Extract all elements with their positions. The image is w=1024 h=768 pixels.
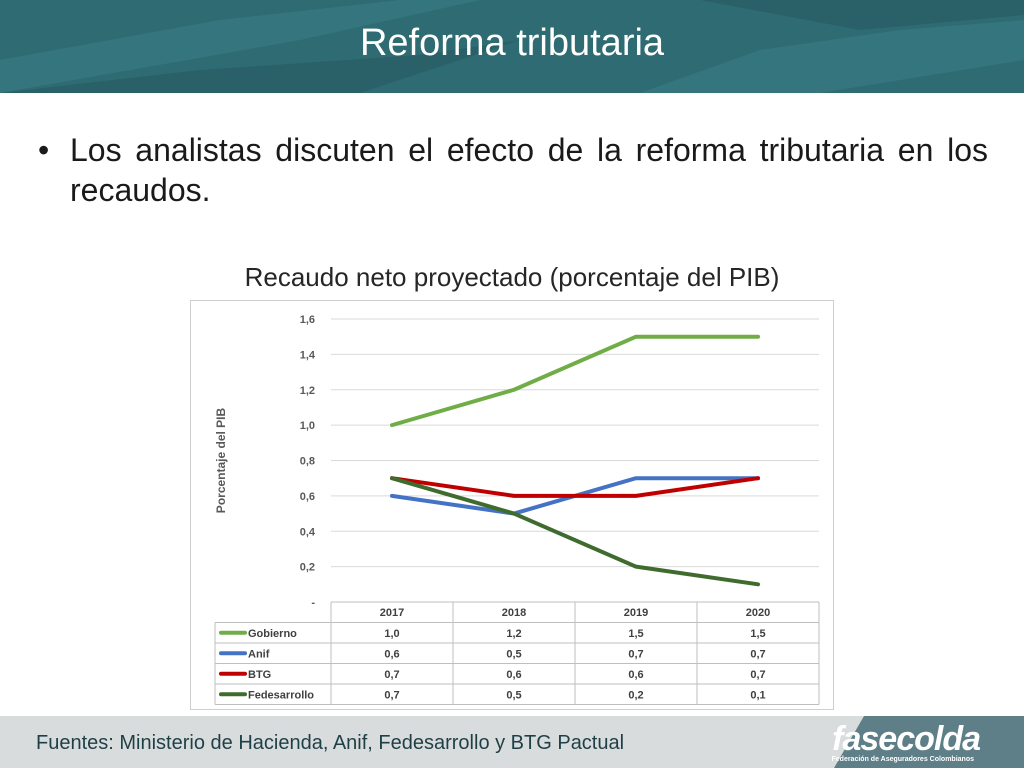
- x-tick-label: 2019: [624, 607, 648, 619]
- logo-shape: [834, 716, 1024, 768]
- y-tick-label: 1,4: [300, 349, 316, 361]
- logo-name: fasecolda: [832, 720, 981, 758]
- y-tick-label: 0,8: [300, 456, 315, 468]
- y-tick-label: 1,6: [300, 314, 315, 326]
- data-label: 0,5: [506, 648, 521, 660]
- logo-subtitle: Federación de Aseguradores Colombianos: [831, 756, 975, 763]
- fasecolda-logo: fasecolda Federación de Aseguradores Col…: [794, 716, 1024, 768]
- data-label: 0,5: [506, 689, 521, 701]
- x-tick-label: 2017: [380, 607, 404, 619]
- x-tick-label: 2020: [746, 607, 770, 619]
- header-decoration: [0, 0, 1024, 93]
- legend-label: Anif: [248, 648, 270, 660]
- data-label: 0,1: [750, 689, 765, 701]
- y-tick-label: 1,2: [300, 385, 315, 397]
- footer-sources: Fuentes: Ministerio de Hacienda, Anif, F…: [36, 732, 625, 754]
- data-label: 1,5: [750, 628, 765, 640]
- data-label: 0,6: [384, 648, 399, 660]
- x-tick-label: 2018: [502, 607, 526, 619]
- series-line-gobierno: [390, 334, 760, 428]
- bullet-text: Los analistas discuten el efecto de la r…: [70, 132, 988, 208]
- bullet-item: • Los analistas discuten el efecto de la…: [38, 130, 988, 210]
- series-line-btg: [390, 476, 760, 498]
- footer-bar: Fuentes: Ministerio de Hacienda, Anif, F…: [0, 716, 1024, 768]
- y-axis-label: Porcentaje del PIB: [214, 407, 228, 513]
- legend-label: BTG: [248, 669, 271, 681]
- data-label: 0,6: [506, 669, 521, 681]
- data-label: 0,6: [628, 669, 643, 681]
- data-label: 0,7: [750, 648, 765, 660]
- header-banner: Reforma tributaria: [0, 0, 1024, 93]
- data-label: 0,7: [384, 689, 399, 701]
- page-title: Reforma tributaria: [359, 22, 665, 64]
- y-tick-label: 0,6: [300, 491, 315, 503]
- data-label: 1,0: [384, 628, 399, 640]
- y-tick-label: 1,0: [300, 420, 315, 432]
- data-label: 0,2: [628, 689, 643, 701]
- line-chart: - 0,2 0,4 0,6 0,8 1,0 1,2 1,4 1,6 Porcentaje del …: [214, 314, 820, 705]
- y-tick-label: -: [311, 597, 315, 609]
- data-label: 1,5: [628, 628, 643, 640]
- data-label: 1,2: [506, 628, 521, 640]
- legend-label: Fedesarrollo: [248, 689, 314, 701]
- y-tick-label: 0,2: [300, 562, 315, 574]
- series-line-fedesarrollo: [390, 476, 760, 587]
- bullet-marker: •: [38, 132, 50, 168]
- legend-label: Gobierno: [248, 628, 297, 640]
- data-label: 0,7: [750, 669, 765, 681]
- chart-title: Recaudo neto proyectado (porcentaje del …: [244, 262, 780, 292]
- chart-frame: - 0,2 0,4 0,6 0,8 1,0 1,2 1,4 1,6 Porcentaje del …: [190, 300, 834, 710]
- data-label: 0,7: [384, 669, 399, 681]
- data-label: 0,7: [628, 648, 643, 660]
- y-tick-label: 0,4: [300, 526, 316, 538]
